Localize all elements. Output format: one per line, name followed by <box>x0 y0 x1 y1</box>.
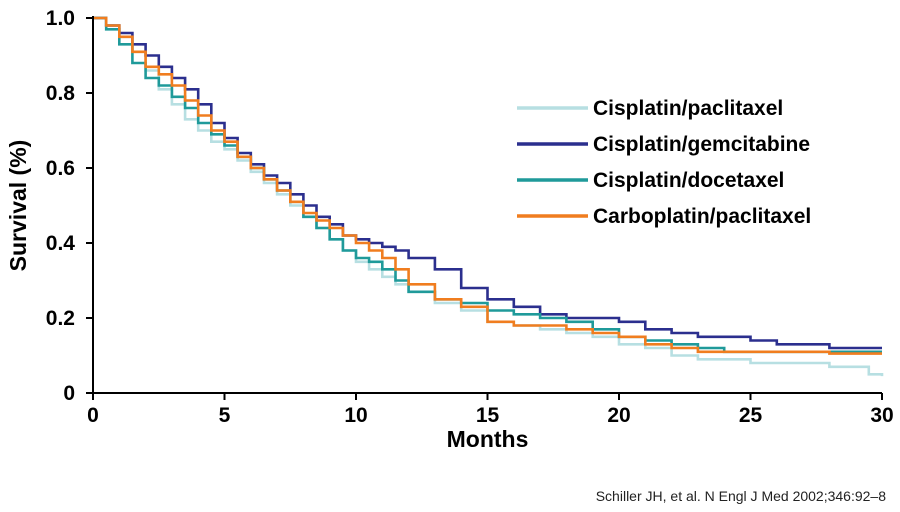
legend-label-cisplatin-paclitaxel: Cisplatin/paclitaxel <box>593 97 783 120</box>
legend: Cisplatin/paclitaxel Cisplatin/gemcitabin… <box>517 97 811 228</box>
x-tick-label: 5 <box>219 404 231 427</box>
legend-label-cisplatin-docetaxel: Cisplatin/docetaxel <box>593 169 784 192</box>
citation-footnote: Schiller JH, et al. N Engl J Med 2002;34… <box>595 488 886 504</box>
y-tick-label: 0.2 <box>46 307 75 330</box>
x-axis-title: Months <box>447 426 529 452</box>
y-axis-title: Survival (%) <box>5 140 31 272</box>
y-ticks: 0 0.2 0.4 0.6 0.8 1.0 <box>46 7 93 405</box>
x-tick-label: 20 <box>607 404 630 427</box>
curve-carboplatin-paclitaxel <box>93 16 882 355</box>
x-tick-label: 15 <box>476 404 500 427</box>
curves-layer <box>93 16 884 377</box>
y-tick-label: 0.4 <box>46 232 76 255</box>
y-tick-label: 0.6 <box>46 157 75 180</box>
y-tick-label: 1.0 <box>46 7 75 30</box>
y-tick-label: 0.8 <box>46 82 76 105</box>
x-ticks: 0 5 10 15 20 25 30 <box>87 393 894 427</box>
legend-label-cisplatin-gemcitabine: Cisplatin/gemcitabine <box>593 133 810 156</box>
x-tick-label: 25 <box>739 404 763 427</box>
x-tick-label: 10 <box>344 404 367 427</box>
x-tick-label: 30 <box>870 404 893 427</box>
legend-label-carboplatin-paclitaxel: Carboplatin/paclitaxel <box>593 205 811 228</box>
y-tick-label: 0 <box>63 382 75 405</box>
x-tick-label: 0 <box>87 404 99 427</box>
